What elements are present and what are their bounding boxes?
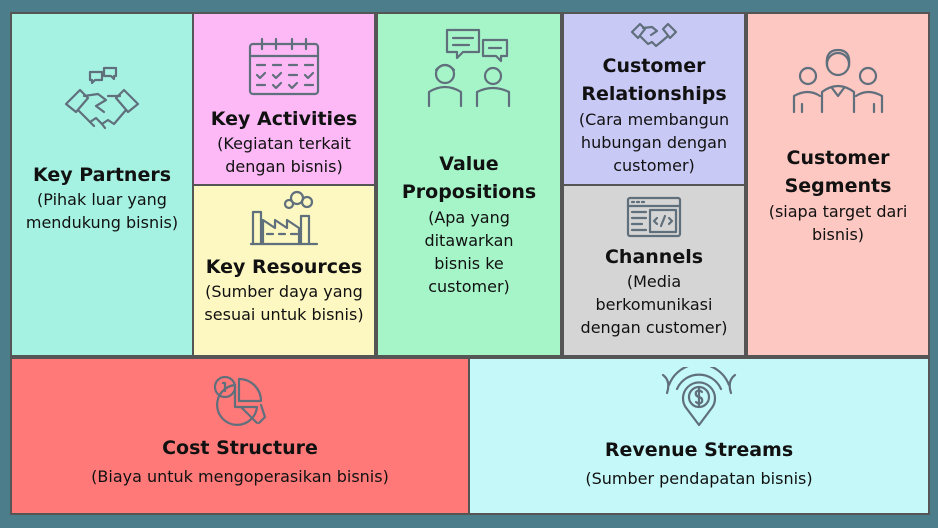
code-window-icon bbox=[624, 194, 684, 240]
value-propositions-title: Value Propositions bbox=[401, 153, 537, 203]
calendar-icon bbox=[246, 36, 322, 98]
conversation-icon bbox=[421, 26, 517, 108]
people-group-icon bbox=[792, 44, 884, 114]
revenue-streams-block: Revenue Streams (Sumber pendapatan bisni… bbox=[468, 357, 930, 515]
revenue-streams-title: Revenue Streams bbox=[604, 439, 794, 461]
handshake-icon bbox=[630, 16, 678, 50]
key-partners-title: Key Partners bbox=[32, 164, 172, 186]
channels-desc: (Media berkomunikasi dengan customer) bbox=[580, 272, 728, 337]
channels-block: Channels (Media berkomunikasi dengan cus… bbox=[562, 184, 746, 357]
key-resources-desc: (Sumber daya yang sesuai untuk bisnis) bbox=[204, 282, 364, 324]
customer-relationships-block: Customer Relationships (Cara membangun h… bbox=[562, 12, 746, 186]
key-resources-block: Key Resources (Sumber daya yang sesuai u… bbox=[192, 184, 376, 357]
cost-structure-desc: (Biaya untuk mengoperasikan bisnis) bbox=[91, 467, 389, 486]
customer-segments-title: Customer Segments bbox=[784, 147, 892, 197]
key-activities-title: Key Activities bbox=[210, 108, 358, 130]
value-propositions-block: Value Propositions (Apa yang ditawarkan … bbox=[376, 12, 562, 357]
factory-icon bbox=[249, 190, 319, 248]
key-resources-title: Key Resources bbox=[205, 256, 363, 278]
key-partners-desc: (Pihak luar yang mendukung bisnis) bbox=[25, 190, 179, 232]
customer-relationships-desc: (Cara membangun hubungan dengan customer… bbox=[578, 110, 730, 175]
handshake-icon bbox=[60, 66, 144, 150]
value-propositions-desc: (Apa yang ditawarkan bisnis ke customer) bbox=[424, 208, 514, 296]
money-signal-icon bbox=[657, 367, 741, 429]
revenue-streams-desc: (Sumber pendapatan bisnis) bbox=[585, 469, 813, 488]
key-partners-block: Key Partners (Pihak luar yang mendukung … bbox=[10, 12, 194, 357]
pie-chart-icon bbox=[211, 373, 269, 427]
customer-segments-block: Customer Segments (siapa target dari bis… bbox=[746, 12, 930, 357]
cost-structure-block: Cost Structure (Biaya untuk mengoperasik… bbox=[10, 357, 470, 515]
key-activities-block: Key Activities (Kegiatan terkait dengan … bbox=[192, 12, 376, 186]
key-activities-desc: (Kegiatan terkait dengan bisnis) bbox=[217, 134, 351, 176]
channels-title: Channels bbox=[604, 246, 704, 268]
cost-structure-title: Cost Structure bbox=[162, 437, 318, 459]
customer-segments-desc: (siapa target dari bisnis) bbox=[768, 202, 908, 244]
customer-relationships-title: Customer Relationships bbox=[581, 55, 727, 105]
